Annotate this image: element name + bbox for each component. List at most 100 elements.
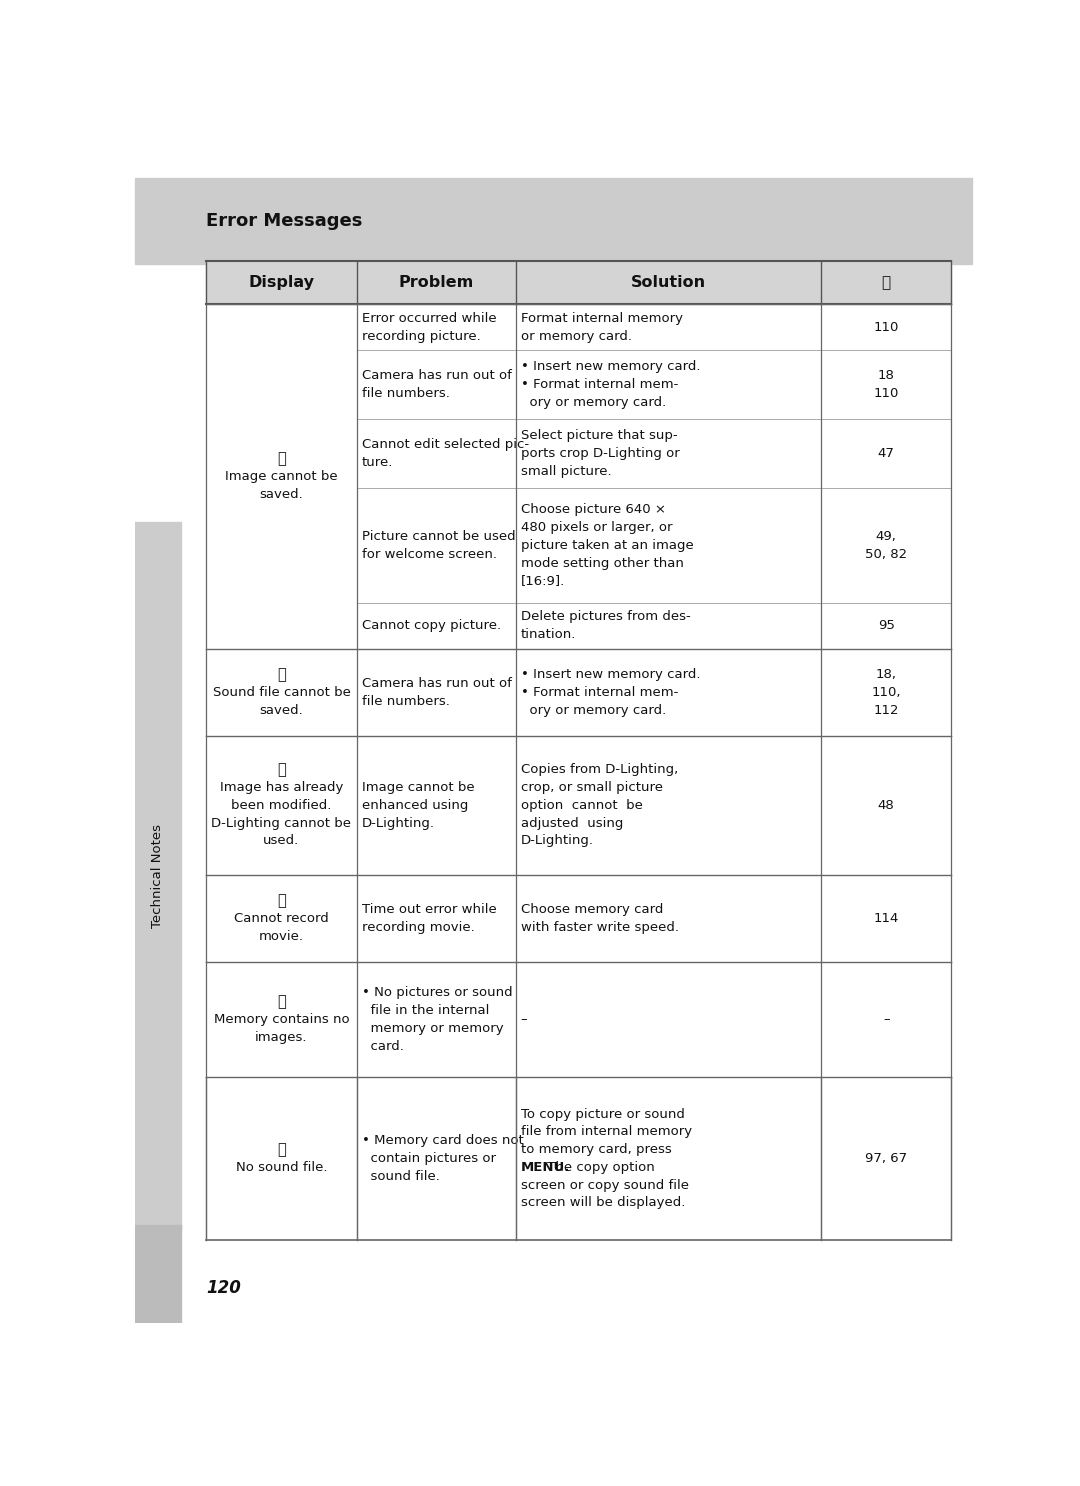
Text: 112: 112 <box>874 703 899 716</box>
Text: contain pictures or: contain pictures or <box>362 1152 496 1165</box>
Text: [16:9].: [16:9]. <box>521 575 565 587</box>
Text: Picture cannot be used: Picture cannot be used <box>362 531 515 542</box>
Text: 49,: 49, <box>876 531 896 542</box>
Text: recording movie.: recording movie. <box>362 921 474 933</box>
Text: ⓘ: ⓘ <box>278 994 286 1009</box>
Text: 18: 18 <box>878 369 894 382</box>
Text: memory or memory: memory or memory <box>362 1022 503 1034</box>
Text: D-Lighting.: D-Lighting. <box>362 817 435 829</box>
Text: Memory contains no: Memory contains no <box>214 1013 349 1025</box>
Text: small picture.: small picture. <box>521 465 611 478</box>
Text: 110: 110 <box>874 386 899 400</box>
Text: Time out error while: Time out error while <box>362 903 497 917</box>
Text: ⓘ: ⓘ <box>278 893 286 908</box>
Text: To copy picture or sound: To copy picture or sound <box>521 1107 685 1120</box>
Text: sound file.: sound file. <box>362 1169 440 1183</box>
Text: D-Lighting cannot be: D-Lighting cannot be <box>212 817 351 829</box>
Text: Copies from D-Lighting,: Copies from D-Lighting, <box>521 764 678 777</box>
Text: • Format internal mem-: • Format internal mem- <box>521 377 678 391</box>
Text: movie.: movie. <box>259 930 303 942</box>
Text: 120: 120 <box>206 1279 241 1297</box>
Text: Choose memory card: Choose memory card <box>521 903 663 917</box>
Text: ory or memory card.: ory or memory card. <box>521 395 666 409</box>
Text: file from internal memory: file from internal memory <box>521 1125 692 1138</box>
Text: to memory card, press: to memory card, press <box>521 1143 672 1156</box>
Text: ⓘ: ⓘ <box>278 1143 286 1158</box>
Text: 50, 82: 50, 82 <box>865 548 907 560</box>
Text: Camera has run out of: Camera has run out of <box>362 678 512 690</box>
Text: file numbers.: file numbers. <box>362 386 449 400</box>
Text: Camera has run out of: Camera has run out of <box>362 369 512 382</box>
Text: The copy option: The copy option <box>543 1161 656 1174</box>
Text: • No pictures or sound: • No pictures or sound <box>362 987 512 1000</box>
Text: Ⓢ: Ⓢ <box>278 452 286 467</box>
Text: • Format internal mem-: • Format internal mem- <box>521 687 678 698</box>
Text: 97, 67: 97, 67 <box>865 1152 907 1165</box>
Text: Cannot edit selected pic-: Cannot edit selected pic- <box>362 438 529 452</box>
Text: option  cannot  be: option cannot be <box>521 799 643 811</box>
Bar <box>135 522 181 1230</box>
Text: ory or memory card.: ory or memory card. <box>521 703 666 716</box>
Text: been modified.: been modified. <box>231 799 332 811</box>
Bar <box>206 260 951 305</box>
Text: 110: 110 <box>874 321 899 334</box>
Text: screen or copy sound file: screen or copy sound file <box>521 1178 689 1192</box>
Text: • Insert new memory card.: • Insert new memory card. <box>521 361 700 373</box>
Text: MENU.: MENU. <box>521 1161 570 1174</box>
Text: 47: 47 <box>878 447 894 461</box>
Text: • Memory card does not: • Memory card does not <box>362 1134 524 1147</box>
Text: adjusted  using: adjusted using <box>521 817 623 829</box>
Text: –: – <box>521 1013 527 1025</box>
Text: 18,: 18, <box>876 669 896 681</box>
Text: Error occurred while: Error occurred while <box>362 312 497 325</box>
Bar <box>135 178 972 265</box>
Text: Image cannot be: Image cannot be <box>225 470 338 483</box>
Text: picture taken at an image: picture taken at an image <box>521 539 693 551</box>
Text: Format internal memory: Format internal memory <box>521 312 683 325</box>
Text: for welcome screen.: for welcome screen. <box>362 548 497 560</box>
Text: Choose picture 640 ×: Choose picture 640 × <box>521 504 666 517</box>
Text: or memory card.: or memory card. <box>521 330 632 343</box>
Text: saved.: saved. <box>259 487 303 501</box>
Text: file numbers.: file numbers. <box>362 695 449 707</box>
Text: crop, or small picture: crop, or small picture <box>521 782 663 794</box>
Text: Display: Display <box>248 275 314 290</box>
Text: No sound file.: No sound file. <box>235 1161 327 1174</box>
Text: Image has already: Image has already <box>220 782 343 794</box>
Text: 480 pixels or larger, or: 480 pixels or larger, or <box>521 522 673 533</box>
Text: Cannot copy picture.: Cannot copy picture. <box>362 620 501 633</box>
Text: 📖: 📖 <box>881 275 891 290</box>
Text: Select picture that sup-: Select picture that sup- <box>521 429 677 443</box>
Text: 114: 114 <box>874 912 899 924</box>
Text: 110,: 110, <box>872 687 901 698</box>
Text: screen will be displayed.: screen will be displayed. <box>521 1196 685 1210</box>
Text: Sound file cannot be: Sound file cannot be <box>213 687 350 698</box>
Text: Solution: Solution <box>631 275 706 290</box>
Text: mode setting other than: mode setting other than <box>521 557 684 569</box>
Text: Problem: Problem <box>399 275 474 290</box>
Text: D-Lighting.: D-Lighting. <box>521 835 594 847</box>
Text: ture.: ture. <box>362 456 393 470</box>
Text: Ⓢ: Ⓢ <box>278 667 286 682</box>
Text: –: – <box>882 1013 890 1025</box>
Text: saved.: saved. <box>259 703 303 716</box>
Text: Error Messages: Error Messages <box>206 212 363 230</box>
Text: 48: 48 <box>878 799 894 811</box>
Text: with faster write speed.: with faster write speed. <box>521 921 679 933</box>
Text: ports crop D-Lighting or: ports crop D-Lighting or <box>521 447 679 461</box>
Text: tination.: tination. <box>521 629 577 642</box>
Text: 95: 95 <box>878 620 894 633</box>
Text: Technical Notes: Technical Notes <box>151 825 164 929</box>
Text: used.: used. <box>264 835 299 847</box>
Text: Cannot record: Cannot record <box>234 912 328 924</box>
Text: file in the internal: file in the internal <box>362 1005 489 1016</box>
Text: recording picture.: recording picture. <box>362 330 481 343</box>
Text: enhanced using: enhanced using <box>362 799 469 811</box>
Bar <box>135 1226 181 1323</box>
Text: • Insert new memory card.: • Insert new memory card. <box>521 669 700 681</box>
Text: Delete pictures from des-: Delete pictures from des- <box>521 611 690 624</box>
Text: card.: card. <box>362 1040 404 1052</box>
Text: ⓘ: ⓘ <box>278 762 286 777</box>
Text: Image cannot be: Image cannot be <box>362 782 474 794</box>
Text: images.: images. <box>255 1031 308 1043</box>
